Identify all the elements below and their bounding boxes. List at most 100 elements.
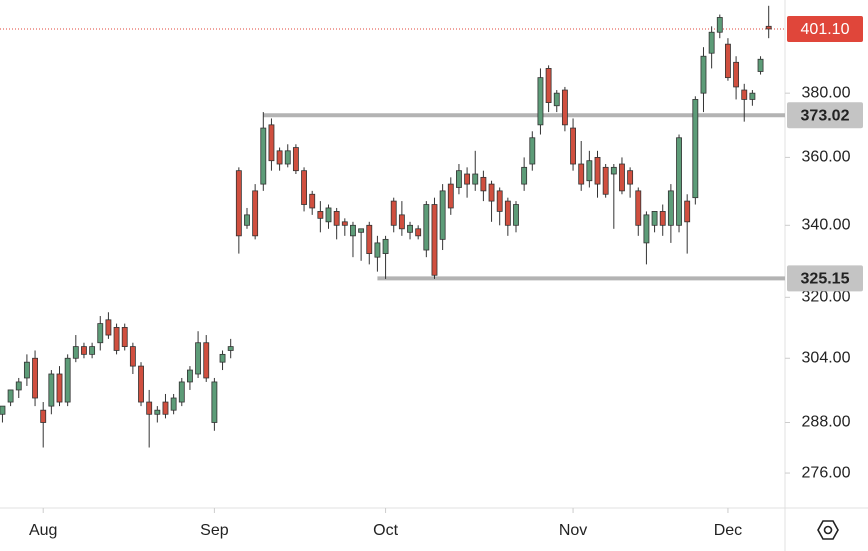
candle-body xyxy=(40,409,47,423)
candle-body xyxy=(529,137,536,165)
candle-body xyxy=(268,124,275,162)
candle-body xyxy=(586,160,593,182)
level-price-label: 373.02 xyxy=(801,107,850,124)
candle-body xyxy=(170,397,177,411)
candle-body xyxy=(464,173,471,185)
candle-body xyxy=(627,170,634,185)
candle-body xyxy=(692,99,699,199)
candle-body xyxy=(643,214,650,244)
level-price-tag xyxy=(787,265,863,292)
candle-body xyxy=(700,55,707,94)
candle-body xyxy=(513,204,519,226)
settings-button[interactable] xyxy=(817,520,839,540)
candle-body xyxy=(195,342,202,375)
candle-body xyxy=(749,92,756,100)
candle-body xyxy=(374,242,381,258)
candle-body xyxy=(733,61,740,88)
candle-body xyxy=(684,200,691,223)
y-tick-label: 320.00 xyxy=(802,289,851,306)
candle-body xyxy=(89,346,96,355)
candle-body xyxy=(97,323,104,344)
candle-body xyxy=(390,200,397,226)
candle-body xyxy=(187,369,193,383)
last-price-tag xyxy=(787,15,863,42)
candle-body xyxy=(154,409,161,415)
candle-body xyxy=(602,166,609,195)
candle-body xyxy=(725,43,731,79)
settings-icon-center[interactable] xyxy=(823,525,833,535)
candle-body xyxy=(398,214,405,230)
candle-body xyxy=(415,228,422,237)
candle-body xyxy=(325,207,332,223)
candle-body xyxy=(553,92,560,107)
candle-body xyxy=(757,58,764,72)
candle-body xyxy=(578,163,585,185)
candle-body xyxy=(317,211,324,219)
candle-body xyxy=(610,166,617,175)
candle-body xyxy=(594,156,601,185)
candle-body xyxy=(235,170,242,237)
candle-body xyxy=(708,31,715,54)
candle-body xyxy=(138,365,144,403)
candle-body xyxy=(0,405,6,415)
candle-body xyxy=(447,183,454,209)
candle-body xyxy=(504,200,511,226)
candle-body xyxy=(72,346,79,359)
candle-body xyxy=(496,190,503,212)
y-tick-label: 304.00 xyxy=(802,349,851,366)
candle-body xyxy=(333,211,340,226)
candle-body xyxy=(252,190,259,237)
candle-body xyxy=(146,401,153,415)
candle-body xyxy=(203,342,210,379)
last-price-label: 401.10 xyxy=(801,21,850,38)
candle-body xyxy=(667,190,674,226)
candle-body xyxy=(423,204,430,251)
candle-body xyxy=(545,68,552,103)
candle-body xyxy=(32,357,38,399)
y-tick-label: 288.00 xyxy=(802,414,851,431)
candle-body xyxy=(301,170,307,205)
settings-icon[interactable] xyxy=(817,520,839,540)
candle-body xyxy=(341,221,348,226)
candle-body xyxy=(456,170,462,188)
candle-body xyxy=(570,127,576,165)
candle-body xyxy=(488,183,495,202)
x-tick-label: Aug xyxy=(29,522,57,539)
candle-body xyxy=(211,381,218,423)
candle-body xyxy=(56,373,63,403)
candle-body xyxy=(561,89,568,126)
candle-body xyxy=(480,176,487,192)
candle-body xyxy=(358,228,365,233)
candle-body xyxy=(23,361,30,379)
candle-body xyxy=(635,190,642,226)
candle-body xyxy=(113,327,120,351)
y-tick-label: 276.00 xyxy=(802,464,851,481)
candle-body xyxy=(659,211,666,226)
x-tick-label: Dec xyxy=(714,522,742,539)
candle-body xyxy=(284,150,291,165)
candle-body xyxy=(292,147,299,172)
candle-body xyxy=(676,137,682,226)
y-tick-label: 380.00 xyxy=(802,84,851,101)
candle-body xyxy=(81,346,87,355)
candle-body xyxy=(382,238,389,254)
level-price-tag xyxy=(787,102,863,129)
candle-body xyxy=(366,224,373,254)
x-tick-label: Nov xyxy=(559,522,587,539)
candle-body xyxy=(244,214,250,226)
candle-body xyxy=(472,173,479,185)
candle-body xyxy=(121,327,128,347)
candle-body xyxy=(7,389,14,403)
candle-body xyxy=(105,319,112,336)
candle-body xyxy=(521,166,528,185)
candle-body xyxy=(309,193,316,209)
candle-body xyxy=(64,357,71,403)
plot-area xyxy=(0,5,785,448)
candle-body xyxy=(765,25,772,30)
candle-body xyxy=(129,346,136,367)
candle-body xyxy=(619,163,625,192)
candle-body xyxy=(15,381,22,391)
candle-body xyxy=(651,211,658,226)
candle-body xyxy=(260,127,267,185)
